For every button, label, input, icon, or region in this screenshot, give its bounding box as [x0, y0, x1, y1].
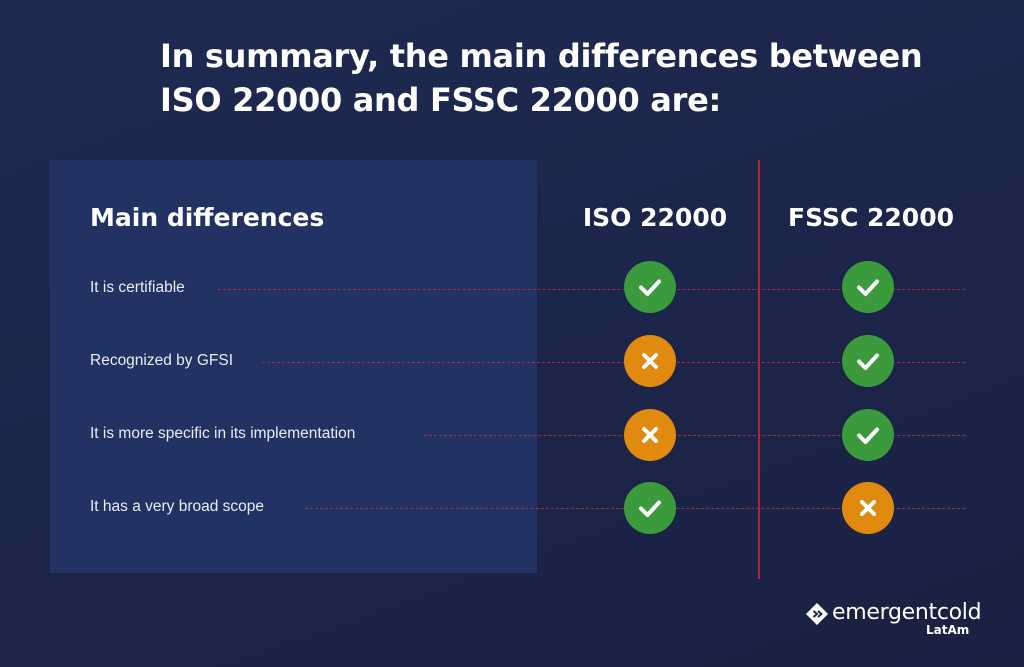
check-icon [624, 482, 676, 534]
row-dashed-line [218, 289, 965, 290]
row-label-more-specific: It is more specific in its implementatio… [90, 425, 356, 442]
row-dashed-line [424, 435, 965, 436]
check-icon [842, 261, 894, 313]
row-dashed-line [262, 362, 965, 363]
emergentcold-logo: emergentcold LatAm [806, 601, 982, 637]
column-divider [758, 160, 760, 579]
differences-heading: Main differences [90, 203, 325, 232]
check-icon [624, 261, 676, 313]
row-label-broad-scope: It has a very broad scope [90, 498, 265, 515]
cross-icon [624, 409, 676, 461]
differences-panel [50, 160, 537, 573]
page-title: In summary, the main differences between… [160, 34, 980, 122]
cross-icon [624, 335, 676, 387]
check-icon [842, 335, 894, 387]
logo-wordmark: emergentcold [832, 600, 982, 625]
cross-icon [842, 482, 894, 534]
logo-region: LatAm [926, 623, 970, 637]
title-line-2: ISO 22000 and FSSC 22000 are: [160, 81, 721, 119]
row-label-certifiable: It is certifiable [90, 279, 185, 296]
logo-mark-icon [806, 603, 828, 625]
check-icon [842, 409, 894, 461]
column-header-iso-22000: ISO 22000 [582, 203, 728, 232]
title-line-1: In summary, the main differences between [160, 37, 923, 75]
row-label-recognized-by-gfsi: Recognized by GFSI [90, 352, 234, 369]
column-header-fssc-22000: FSSC 22000 [788, 203, 954, 232]
